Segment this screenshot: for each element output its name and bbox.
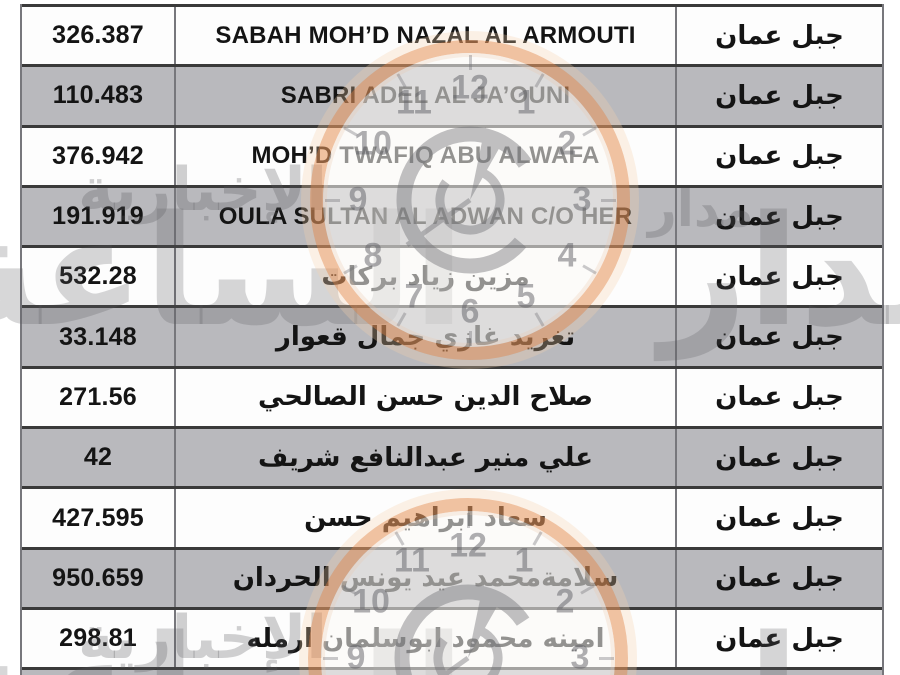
name-cell: SABAH MOH’D NAZAL AL ARMOUTI: [174, 7, 675, 65]
name-cell: OULA SULTAN AL ADWAN C/O HER: [174, 187, 675, 246]
amount-cell: 376.942: [52, 141, 144, 170]
table-row: 532.28 مزين زياد بركات جبل عمان: [22, 245, 882, 306]
table-row: 950.659 سلامةمحمد عيد يونس الحردان جبل عما…: [22, 546, 882, 607]
district-cell: جبل عمان: [675, 248, 882, 306]
district-cell: جبل عمان: [675, 187, 882, 246]
district-cell: جبل عمان: [675, 609, 882, 668]
district-cell: جبل عمان: [675, 549, 882, 607]
district-cell: جبل عمان: [675, 429, 882, 487]
table-row: 376.942 MOH’D TWAFIQ ABU ALWAFA جبل عمان: [22, 124, 882, 185]
amount-cell: 42: [83, 443, 113, 472]
amount-cell: 271.56: [59, 382, 137, 411]
table-row: 42 علي منير عبدالنافع شريف جبل عمان: [22, 426, 882, 487]
table-row: 298.81 امينه محمود ابوسلمان ارمله جبل عمان: [22, 606, 882, 668]
name-cell: SABRI ADEL AL JA’OUNI: [174, 67, 675, 125]
district-cell: جبل عمان: [675, 67, 882, 125]
name-cell: مزين زياد بركات: [174, 248, 675, 306]
amount-cell: 950.659: [52, 563, 144, 592]
name-cell: سعاد ابراهيم حسن: [174, 489, 675, 547]
name-cell: سلامةمحمد عيد يونس الحردان: [174, 549, 675, 607]
table-row-partial: [22, 667, 882, 675]
name-cell: امينه محمود ابوسلمان ارمله: [174, 609, 675, 668]
district-cell: جبل عمان: [675, 127, 882, 185]
name-cell: MOH’D TWAFIQ ABU ALWAFA: [174, 127, 675, 185]
name-cell: صلاح الدين حسن الصالحي: [174, 368, 675, 427]
amount-cell: 298.81: [59, 624, 137, 653]
amount-cell: 110.483: [52, 81, 144, 110]
table-row: 191.919 OULA SULTAN AL ADWAN C/O HER جبل ع…: [22, 184, 882, 246]
district-cell: جبل عمان: [675, 368, 882, 427]
amount-cell: 33.148: [59, 322, 137, 351]
beneficiaries-table: 326.387 SABAH MOH’D NAZAL AL ARMOUTI جبل ع…: [20, 4, 884, 675]
table-row: 427.595 سعاد ابراهيم حسن جبل عمان: [22, 486, 882, 547]
name-cell: علي منير عبدالنافع شريف: [174, 429, 675, 487]
amount-cell: 427.595: [52, 503, 144, 532]
table-row: 326.387 SABAH MOH’D NAZAL AL ARMOUTI جبل ع…: [22, 4, 882, 65]
amount-cell: 191.919: [52, 202, 144, 231]
table-row: 110.483 SABRI ADEL AL JA’OUNI جبل عمان: [22, 64, 882, 125]
table-row: 271.56 صلاح الدين حسن الصالحي جبل عمان: [22, 365, 882, 427]
district-cell: جبل عمان: [675, 489, 882, 547]
table-row: 33.148 تغريد غازي جمال قعوار جبل عمان: [22, 305, 882, 366]
amount-cell: 532.28: [59, 262, 137, 291]
amount-cell: 326.387: [52, 21, 144, 50]
district-cell: جبل عمان: [675, 7, 882, 65]
district-cell: جبل عمان: [675, 308, 882, 366]
name-cell: تغريد غازي جمال قعوار: [174, 308, 675, 366]
